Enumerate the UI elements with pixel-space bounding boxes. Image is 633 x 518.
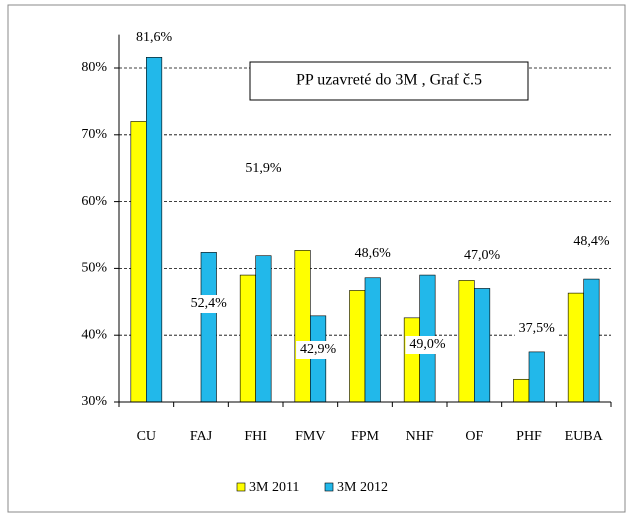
bar <box>458 280 475 403</box>
bar <box>528 351 545 403</box>
bar <box>294 250 311 403</box>
bar <box>403 317 420 403</box>
legend-swatch <box>236 482 246 492</box>
data-label: 42,9% <box>300 342 337 357</box>
x-tick-label: PHF <box>516 429 542 444</box>
bar <box>474 288 491 403</box>
bar <box>567 292 584 403</box>
bar <box>239 274 256 403</box>
bar <box>513 378 530 403</box>
chart-title: PP uzavreté do 3M , Graf č.5 <box>296 72 482 89</box>
legend-label: 3M 2011 <box>249 480 299 495</box>
x-tick-label: FMV <box>295 429 325 444</box>
bar <box>130 121 147 403</box>
data-label-bg <box>405 336 450 354</box>
data-label: 81,6% <box>136 30 173 45</box>
y-tick-label: 30% <box>81 394 107 409</box>
x-tick-label: CU <box>137 429 156 444</box>
data-label-bg <box>569 233 614 251</box>
bar <box>349 290 366 403</box>
data-label: 47,0% <box>464 248 501 263</box>
data-label: 51,9% <box>245 161 282 176</box>
bar <box>583 278 600 403</box>
y-tick-label: 40% <box>81 327 107 342</box>
legend-label: 3M 2012 <box>337 480 388 495</box>
data-label: 52,4% <box>191 296 228 311</box>
x-tick-label: FAJ <box>190 429 213 444</box>
data-label-bg <box>132 29 177 47</box>
data-label-bg <box>241 160 286 178</box>
data-label-bg <box>460 247 505 265</box>
y-tick-label: 70% <box>81 127 107 142</box>
x-tick-label: NHF <box>406 429 434 444</box>
data-label: 49,0% <box>409 337 446 352</box>
bar <box>255 255 272 403</box>
data-label: 48,6% <box>355 246 392 261</box>
bar <box>146 57 163 403</box>
x-tick-label: EUBA <box>565 429 604 444</box>
data-label-bg <box>186 295 231 313</box>
x-tick-label: FHI <box>244 429 267 444</box>
y-tick-label: 60% <box>81 194 107 209</box>
data-label-bg <box>296 341 341 359</box>
legend-swatch <box>324 482 334 492</box>
data-label-bg <box>350 245 395 263</box>
y-tick-label: 50% <box>81 261 107 276</box>
y-tick-label: 80% <box>81 60 107 75</box>
bar <box>200 252 217 403</box>
title-box <box>249 61 529 101</box>
data-label: 37,5% <box>519 321 556 336</box>
bar <box>364 277 381 403</box>
data-label: 48,4% <box>573 234 610 249</box>
x-tick-label: OF <box>465 429 483 444</box>
x-tick-label: FPM <box>351 429 380 444</box>
data-label-bg <box>514 320 559 338</box>
